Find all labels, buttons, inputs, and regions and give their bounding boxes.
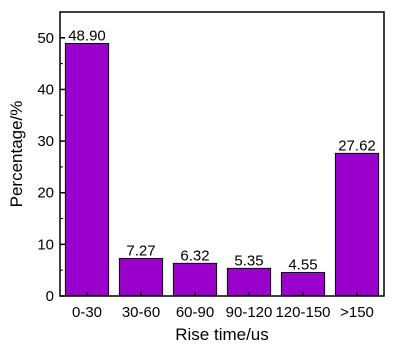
x-tick-label: 60-90	[176, 304, 214, 321]
x-tick-label: 90-120	[226, 304, 273, 321]
y-tick-label: 50	[37, 30, 54, 47]
bars-layer: 48.90 7.27 6.32 5.35 4.55 27.62	[64, 27, 380, 297]
data-label: 5.35	[234, 252, 263, 269]
y-tick-label: 30	[37, 133, 54, 150]
y-tick-label: 40	[37, 81, 54, 98]
data-label: 27.62	[338, 137, 376, 154]
data-label: 6.32	[180, 247, 209, 264]
x-axis-title: Rise time/us	[175, 325, 269, 344]
y-axis: 0 10 20 30 40 50	[37, 30, 65, 305]
y-tick-label: 0	[46, 288, 54, 305]
x-tick-label: 0-30	[72, 304, 102, 321]
x-tick-label: >150	[340, 304, 374, 321]
x-tick-label: 120-150	[275, 304, 330, 321]
bar-30-60	[118, 257, 164, 297]
bar-60-90	[172, 262, 218, 297]
x-axis: 0-30 30-60 60-90 90-120 120-150 >150	[72, 292, 374, 321]
bar-0-30	[64, 42, 110, 297]
y-tick-label: 20	[37, 185, 54, 202]
bar->150	[334, 152, 380, 297]
data-label: 7.27	[126, 242, 155, 259]
y-tick-label: 10	[37, 236, 54, 253]
bar-90-120	[226, 267, 272, 297]
y-axis-title: Percentage/%	[7, 101, 26, 208]
data-label: 4.55	[288, 257, 317, 274]
plot-frame	[59, 11, 385, 297]
x-tick-label: 30-60	[122, 304, 160, 321]
data-label: 48.90	[68, 27, 106, 44]
